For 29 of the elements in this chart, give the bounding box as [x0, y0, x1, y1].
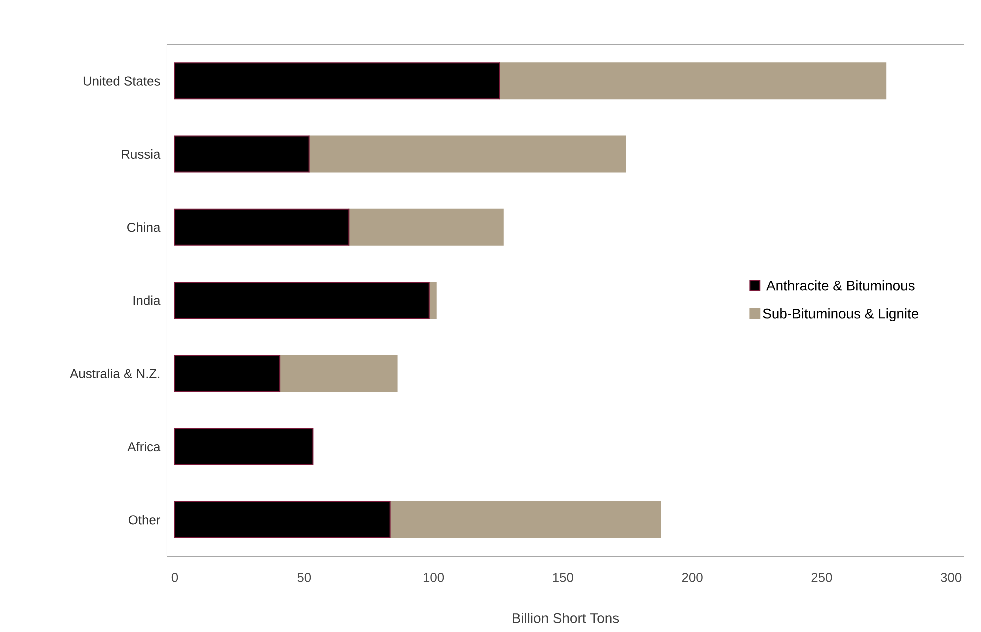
- x-tick-label: 50: [298, 573, 312, 582]
- y-tick-label: India: [134, 296, 161, 306]
- bar: [348, 208, 504, 246]
- bar: [174, 501, 391, 538]
- x-tick-label: 300: [941, 573, 962, 582]
- y-tick-label: Africa: [128, 442, 161, 452]
- bar: [308, 136, 626, 173]
- legend-label: Sub-Bituminous & Lignite: [763, 308, 919, 322]
- bar: [174, 428, 314, 466]
- legend-label: Anthracite & Bituminous: [766, 280, 915, 291]
- x-tick-label: 0: [172, 573, 178, 582]
- x-axis-title: Billion Short Tons: [513, 613, 620, 624]
- y-tick-label: Other: [128, 515, 161, 525]
- x-tick-label: 100: [424, 573, 444, 582]
- bar: [390, 501, 662, 538]
- y-tick-label: United States: [84, 76, 160, 86]
- bar: [174, 282, 430, 320]
- bar: [499, 62, 887, 100]
- bar: [280, 355, 398, 392]
- bar: [174, 62, 500, 100]
- x-tick-label: 200: [682, 573, 703, 582]
- y-tick-label: China: [128, 222, 161, 232]
- bar: [174, 355, 281, 392]
- x-tick-label: 150: [553, 573, 574, 582]
- bar: [174, 136, 310, 173]
- y-tick-label: Russia: [122, 150, 161, 160]
- bar: [174, 208, 350, 246]
- y-tick-label: Australia & N.Z.: [70, 368, 160, 378]
- x-tick-label: 250: [812, 573, 832, 582]
